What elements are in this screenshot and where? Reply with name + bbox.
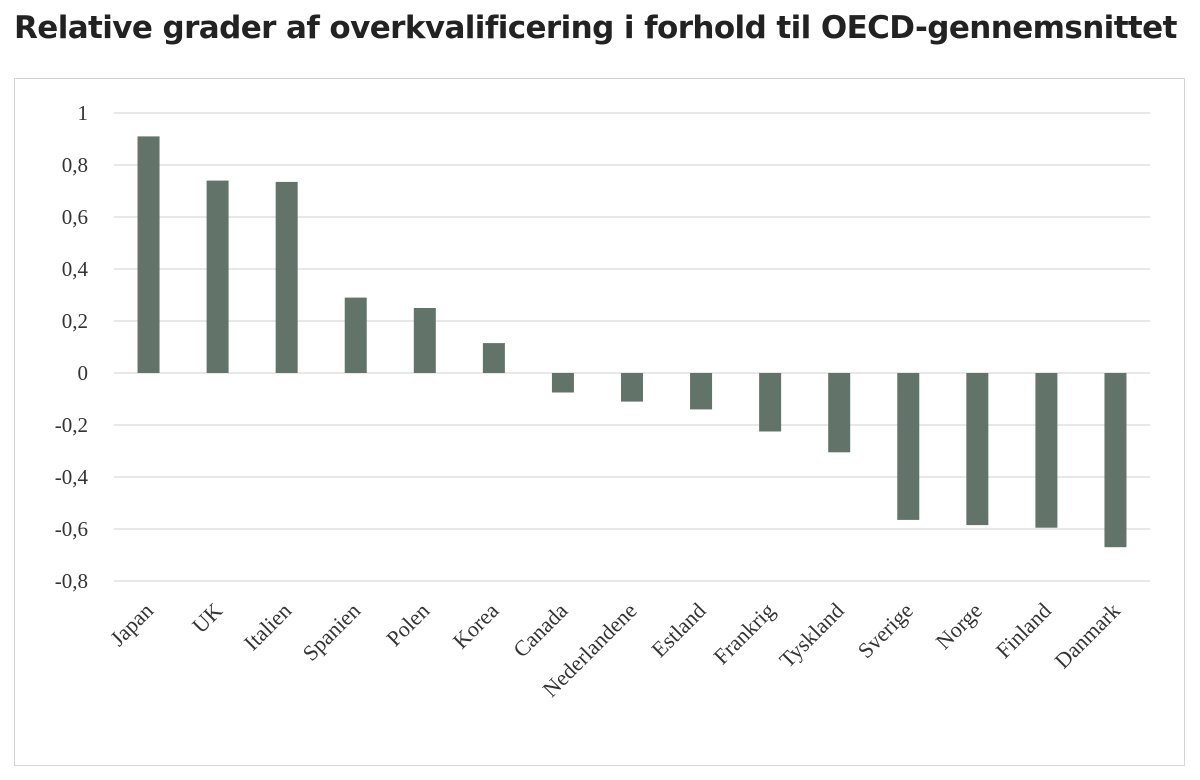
y-tick-label: -0,8 xyxy=(55,569,88,593)
y-tick-label: -0,2 xyxy=(55,413,88,437)
y-tick-label: -0,6 xyxy=(55,517,88,541)
y-tick-label: 0,4 xyxy=(62,257,89,281)
chart-frame xyxy=(14,78,1185,766)
x-tick-label: Frankrig xyxy=(708,598,779,669)
bar-nederlandene xyxy=(621,373,643,402)
x-tick-label: Japan xyxy=(105,598,158,651)
y-tick-label: 0,2 xyxy=(62,309,88,333)
y-tick-label: 0,8 xyxy=(62,153,88,177)
y-tick-label: -0,4 xyxy=(55,465,89,489)
chart-title: Relative grader af overkvalificering i f… xyxy=(14,10,1177,46)
x-tick-label: Finland xyxy=(991,598,1056,663)
bar-danmark xyxy=(1104,373,1127,548)
x-tick-label: Sverige xyxy=(853,598,918,663)
x-tick-label: UK xyxy=(187,598,227,638)
x-tick-label: Spanien xyxy=(297,598,365,666)
bar-estland xyxy=(690,373,713,410)
bar-uk xyxy=(206,180,229,373)
x-tick-label: Norge xyxy=(931,598,987,654)
bar-frankrig xyxy=(759,373,782,432)
bar-polen xyxy=(413,308,436,373)
x-tick-label: Estland xyxy=(646,598,710,662)
bar-tyskland xyxy=(828,373,851,453)
bars xyxy=(137,136,1127,548)
x-tick-label: Italien xyxy=(239,598,296,655)
y-tick-label: 0,6 xyxy=(62,205,88,229)
bar-finland xyxy=(1035,373,1058,528)
bar-spanien xyxy=(344,297,367,373)
x-axis-category-labels: Japan UK Italien Spanien Polen Korea CanadaNed… xyxy=(105,598,1125,702)
x-tick-label: Canada xyxy=(508,598,572,662)
x-tick-label: Polen xyxy=(381,598,434,651)
bar-sverige xyxy=(897,373,920,520)
bar-japan xyxy=(137,136,160,373)
y-axis-tick-labels: 1 0,8 0,6 0,4 0,2 0 -0,2 -0,4 -0,6 -0,8 xyxy=(55,101,89,593)
y-tick-label: 1 xyxy=(78,101,89,125)
gridlines xyxy=(114,112,1150,582)
bar-korea xyxy=(482,343,505,373)
bar-canada xyxy=(551,373,574,393)
bar-italien xyxy=(275,181,298,373)
bar-norge xyxy=(966,373,989,526)
x-tick-label: Korea xyxy=(448,598,504,654)
y-tick-label: 0 xyxy=(78,361,89,385)
x-tick-label: Danmark xyxy=(1049,598,1125,674)
x-tick-label: Tyskland xyxy=(774,598,848,672)
